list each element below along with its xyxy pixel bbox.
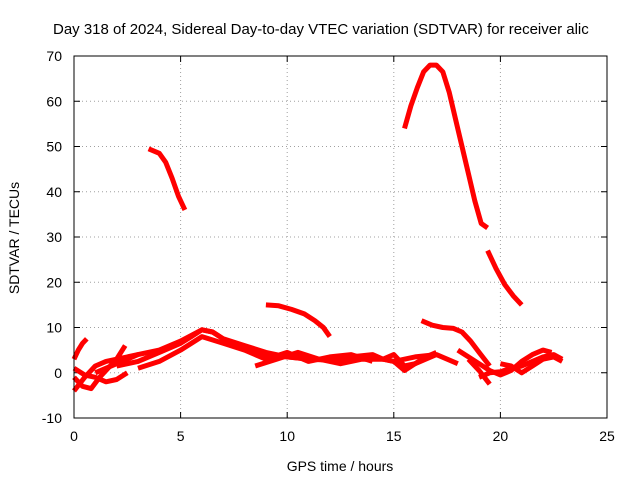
x-tick-label: 5 <box>177 428 185 444</box>
x-tick-label: 10 <box>279 428 295 444</box>
x-axis-label: GPS time / hours <box>287 458 394 474</box>
series-arc-start-4 <box>72 366 129 385</box>
x-tick-label: 0 <box>70 428 78 444</box>
y-tick-label: 0 <box>54 365 62 381</box>
y-tick-label: 10 <box>46 320 62 336</box>
series-arc-late-2 <box>456 347 553 378</box>
y-axis: -10 0 10 20 30 40 50 60 70 <box>42 48 607 426</box>
series-arc-descent <box>485 249 524 307</box>
y-axis-label: SDTVAR / TECUs <box>6 182 22 294</box>
x-axis: 0 5 10 15 20 25 <box>70 56 615 444</box>
series-arc-early-high <box>147 146 188 211</box>
grid-lines <box>74 56 607 418</box>
series-arc-late-5 <box>466 357 492 386</box>
series-arc-mid <box>265 302 332 339</box>
y-tick-label: 40 <box>46 184 62 200</box>
plot-frame <box>73 55 608 419</box>
series-arc-start-1 <box>71 337 89 361</box>
x-tick-label: 15 <box>386 428 402 444</box>
y-tick-label: 60 <box>46 93 62 109</box>
series-arc-late-4 <box>499 354 564 376</box>
series-arc-peak <box>402 62 490 230</box>
series-arc-main-5 <box>329 350 438 369</box>
y-tick-label: -10 <box>42 410 62 426</box>
x-tick-label: 25 <box>599 428 615 444</box>
y-tick-label: 30 <box>46 229 62 245</box>
x-tick-label: 20 <box>493 428 509 444</box>
chart-title: Day 318 of 2024, Sidereal Day-to-day VTE… <box>53 21 589 38</box>
y-tick-label: 20 <box>46 274 62 290</box>
series-arc-late-1 <box>420 318 492 368</box>
y-tick-label: 70 <box>46 48 62 64</box>
y-tick-label: 50 <box>46 139 62 155</box>
data-series-group <box>71 62 564 393</box>
